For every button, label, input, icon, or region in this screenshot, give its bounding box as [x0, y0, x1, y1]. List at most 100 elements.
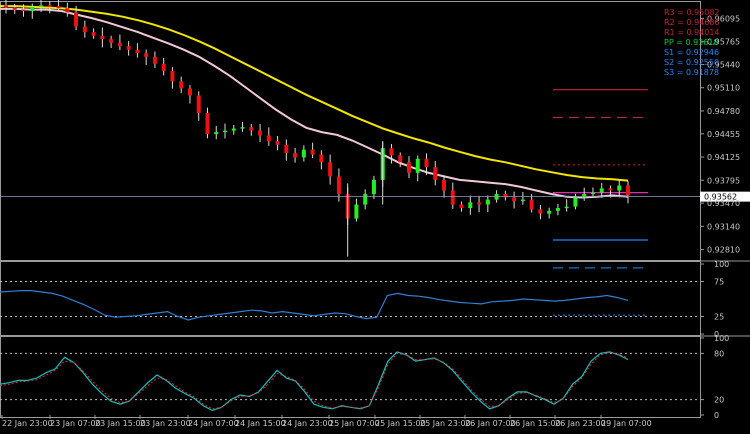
rsi-tick-label: 25	[714, 313, 724, 322]
price-panel-frame	[0, 1, 701, 261]
candle-bear	[459, 204, 464, 209]
current-price-label: 0.93562	[704, 193, 737, 202]
candle-bear	[477, 202, 482, 205]
rsi-panel-frame	[0, 261, 701, 337]
candle-bear	[389, 148, 394, 156]
pivot-label: S3 = 0.91878	[664, 68, 719, 77]
price-tick-label: 0.95440	[707, 61, 740, 70]
candle-bear	[91, 32, 96, 36]
candle-bear	[529, 199, 534, 210]
candle-bear	[608, 188, 613, 191]
candle-bull	[301, 149, 306, 158]
stochastic-panel-frame	[0, 335, 701, 418]
candle-bear	[74, 12, 79, 27]
candle-bull	[564, 206, 569, 209]
candle-bear	[196, 95, 201, 114]
candle-bear	[117, 42, 122, 47]
candle-bear	[135, 49, 140, 54]
current-price-box	[700, 191, 750, 202]
candle-bear	[56, 6, 61, 9]
candle-bear	[82, 26, 87, 33]
candle-bull	[582, 193, 587, 198]
price-tick-label: 0.96095	[707, 14, 740, 23]
candle-bear	[258, 130, 263, 136]
time-tick-label: 25 Jan 15:00	[375, 419, 426, 428]
candle-bear	[503, 193, 508, 198]
candle-bull	[555, 208, 560, 211]
time-tick-label: 23 Jan 15:00	[95, 419, 146, 428]
candle-bull	[468, 202, 473, 209]
candle-bear	[275, 141, 280, 145]
candle-bull	[214, 132, 219, 135]
candle-bear	[398, 155, 403, 163]
candle-bull	[231, 128, 236, 131]
fast-moving-average	[0, 7, 629, 199]
candle-bull	[547, 210, 552, 214]
candle-bull	[617, 185, 622, 191]
price-tick-label: 0.94125	[707, 153, 740, 162]
candle-bear	[65, 8, 70, 13]
candle-bear	[424, 158, 429, 168]
price-tick-label: 0.94780	[707, 107, 740, 116]
candle-bear	[179, 81, 184, 89]
price-tick-label: 0.93140	[707, 222, 740, 231]
candle-bear	[12, 7, 17, 10]
candle-bear	[319, 154, 324, 163]
price-tick-label: 0.94455	[707, 130, 740, 139]
candle-bull	[363, 193, 368, 205]
candle-bear	[538, 209, 543, 214]
candle-bull	[573, 197, 578, 207]
stochastic-tick-label: 20	[714, 396, 724, 405]
price-axis: 0.96095 0.95765 0.95440 0.95110 0.94780 0.944…	[700, 14, 740, 420]
candle-bear	[442, 179, 447, 191]
candle-bull	[520, 199, 525, 202]
time-tick-label: 29 Jan 07:00	[601, 419, 652, 428]
candle-bull	[485, 199, 490, 205]
candle-bull	[415, 158, 420, 173]
time-tick-label: 26 Jan 23:00	[555, 419, 606, 428]
candle-bear	[205, 113, 210, 135]
indicator-levels	[0, 281, 700, 401]
time-tick-label: 24 Jan 07:00	[188, 419, 239, 428]
time-tick-label: 25 Jan 07:00	[329, 419, 380, 428]
rsi-tick-label: 100	[714, 260, 729, 269]
candle-bear	[336, 176, 341, 194]
candle-bear	[144, 53, 149, 57]
stochastic-tick-label: 100	[714, 334, 729, 343]
candle-bear	[450, 190, 455, 205]
pivot-label: R1 = 0.94014	[664, 28, 720, 37]
candle-bull	[599, 188, 604, 193]
candle-bull	[354, 204, 359, 219]
candle-bear	[626, 185, 630, 196]
candle-bear	[170, 70, 175, 82]
candle-bear	[21, 9, 26, 12]
candlesticks	[4, 0, 630, 257]
candle-bear	[266, 135, 271, 142]
time-tick-label: 26 Jan 07:00	[465, 419, 516, 428]
rsi-line	[0, 290, 629, 321]
price-tick-label: 0.93795	[707, 176, 740, 185]
candle-bear	[4, 5, 8, 8]
candle-bear	[433, 167, 438, 180]
candle-bear	[161, 63, 166, 71]
time-tick-label: 26 Jan 15:00	[510, 419, 561, 428]
rsi-tick-label: 0	[714, 330, 719, 339]
stochastic-main-line	[0, 351, 629, 412]
price-tick-label: 0.92810	[707, 246, 740, 255]
rsi-panel	[0, 290, 629, 321]
pivot-label: S2 = 0.92550	[664, 58, 719, 67]
current-price-line: 0.93562	[0, 191, 750, 202]
price-tick-label: 0.93470	[707, 199, 740, 208]
pivot-lines	[553, 89, 648, 316]
candle-bear	[109, 39, 114, 43]
candle-bear	[152, 56, 157, 64]
slow-moving-average	[0, 5, 629, 182]
stochastic-signal-line	[0, 352, 629, 410]
candle-bear	[47, 5, 52, 7]
time-tick-label: 22 Jan 23:00	[2, 419, 53, 428]
pivot-label: PP = 0.93618	[664, 38, 719, 47]
candle-bear	[126, 46, 131, 50]
